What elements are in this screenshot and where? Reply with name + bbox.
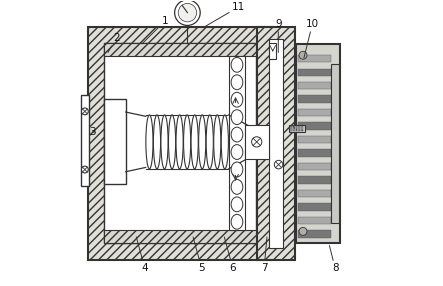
Bar <box>295 126 297 131</box>
Bar <box>268 39 283 248</box>
Bar <box>298 190 331 197</box>
Text: 6: 6 <box>224 237 236 273</box>
Ellipse shape <box>231 214 243 229</box>
Ellipse shape <box>231 92 243 107</box>
Ellipse shape <box>191 115 198 169</box>
Bar <box>298 122 331 130</box>
Bar <box>298 136 331 143</box>
Ellipse shape <box>231 145 243 159</box>
Bar <box>298 203 331 211</box>
Polygon shape <box>229 115 249 169</box>
Bar <box>293 126 295 131</box>
Bar <box>105 99 126 184</box>
Ellipse shape <box>231 197 243 212</box>
Bar <box>290 126 292 131</box>
Ellipse shape <box>221 115 229 169</box>
Bar <box>301 126 303 131</box>
Bar <box>296 44 340 243</box>
Ellipse shape <box>183 115 191 169</box>
Ellipse shape <box>214 115 221 169</box>
Ellipse shape <box>231 57 243 72</box>
Ellipse shape <box>168 115 175 169</box>
Circle shape <box>274 160 283 169</box>
Bar <box>331 64 339 223</box>
Bar <box>105 43 256 243</box>
Text: 4: 4 <box>136 237 148 273</box>
Bar <box>245 125 268 159</box>
Bar <box>105 43 256 56</box>
Text: 3: 3 <box>89 127 96 137</box>
Ellipse shape <box>206 115 214 169</box>
Ellipse shape <box>153 115 160 169</box>
Bar <box>289 125 305 132</box>
Text: 10: 10 <box>304 19 319 58</box>
Circle shape <box>299 227 307 235</box>
Bar <box>298 126 300 131</box>
Circle shape <box>82 166 88 173</box>
Ellipse shape <box>231 162 243 177</box>
Ellipse shape <box>176 115 183 169</box>
Circle shape <box>82 108 88 115</box>
Text: 11: 11 <box>205 2 245 27</box>
Circle shape <box>178 3 197 22</box>
Circle shape <box>175 0 200 25</box>
Bar <box>298 96 331 103</box>
Polygon shape <box>126 112 146 172</box>
Bar <box>229 56 245 231</box>
Bar <box>298 230 331 238</box>
Ellipse shape <box>161 115 168 169</box>
Text: 2: 2 <box>108 33 120 52</box>
Text: 7: 7 <box>261 237 268 273</box>
Bar <box>298 82 331 90</box>
Ellipse shape <box>231 110 243 124</box>
Ellipse shape <box>198 115 206 169</box>
Text: 9: 9 <box>275 19 282 52</box>
Bar <box>256 27 295 260</box>
Bar <box>298 69 331 76</box>
Bar <box>298 55 331 62</box>
Bar <box>298 109 331 116</box>
Bar <box>269 43 276 59</box>
Bar <box>298 176 331 184</box>
Bar <box>81 95 89 186</box>
Text: 5: 5 <box>193 237 205 273</box>
Ellipse shape <box>146 115 153 169</box>
Bar <box>298 149 331 157</box>
Bar <box>88 27 272 260</box>
Circle shape <box>299 51 307 59</box>
Ellipse shape <box>231 180 243 194</box>
Bar <box>298 217 331 224</box>
Text: 8: 8 <box>330 246 338 273</box>
Bar <box>298 163 331 170</box>
Ellipse shape <box>231 75 243 90</box>
Bar <box>105 231 256 243</box>
Circle shape <box>252 137 262 147</box>
Ellipse shape <box>231 127 243 142</box>
Text: 1: 1 <box>142 16 168 44</box>
